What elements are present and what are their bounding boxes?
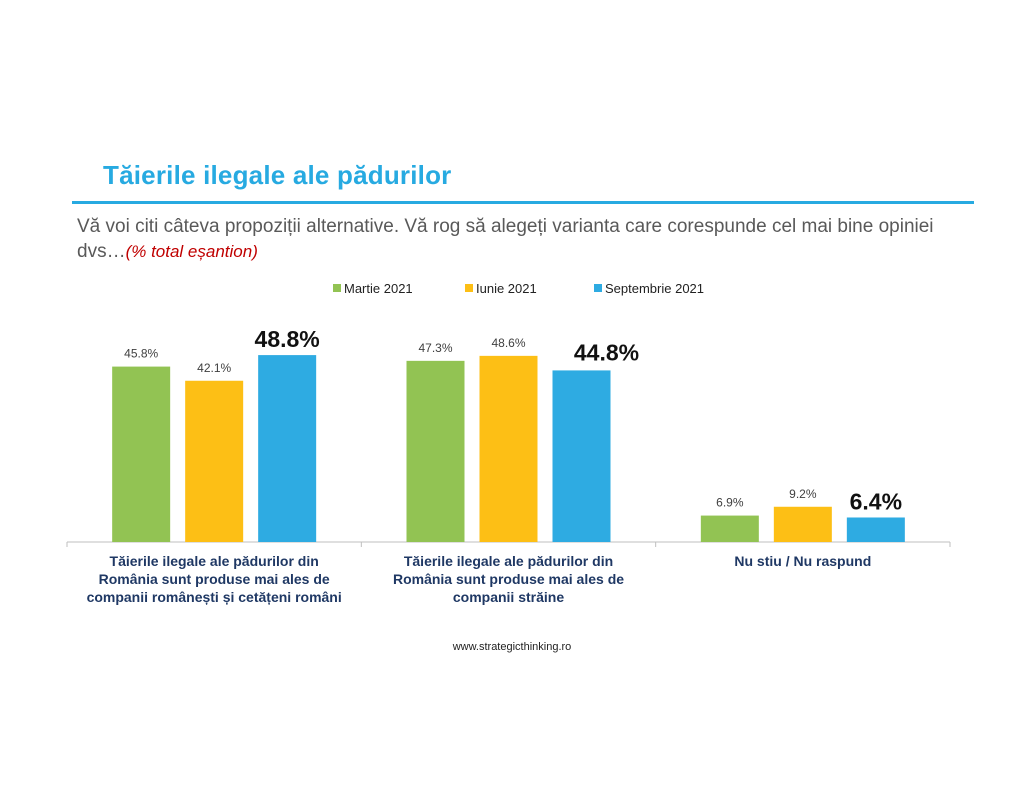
bar [185, 380, 244, 542]
bar [406, 360, 465, 542]
data-label: 44.8% [574, 339, 639, 365]
category-label-line: companii străine [453, 589, 564, 605]
category-label-line: Nu stiu / Nu raspund [734, 553, 871, 569]
bar [700, 515, 759, 542]
legend-label-2: Iunie 2021 [476, 281, 537, 296]
bar [479, 355, 538, 542]
page-title: Tăierile ilegale ale pădurilor [103, 160, 452, 190]
question-text: Vă voi citi câteva propoziții alternativ… [77, 214, 957, 264]
category-label-line: România sunt produse mai ales de [99, 571, 330, 587]
legend-swatch-1 [333, 284, 341, 292]
question-body: Vă voi citi câteva propoziții alternativ… [77, 216, 934, 262]
data-label: 6.9% [716, 496, 744, 510]
bar [552, 370, 611, 542]
category-label: Tăierile ilegale ale pădurilor din Români… [393, 553, 624, 605]
legend-swatch-3 [594, 284, 602, 292]
footer-website: www.strategicthinking.ro [452, 641, 572, 653]
data-label: 6.4% [850, 488, 902, 514]
category-label: Nu stiu / Nu raspund [734, 553, 871, 569]
data-label: 45.8% [124, 347, 158, 361]
category-label: Tăierile ilegale ale pădurilor din Români… [87, 553, 342, 605]
legend-label-3: Septembrie 2021 [605, 281, 704, 296]
data-label: 9.2% [789, 487, 817, 501]
data-label: 42.1% [197, 361, 231, 375]
bar [112, 366, 171, 542]
data-label: 47.3% [418, 341, 452, 355]
category-label-line: Tăierile ilegale ale pădurilor din [110, 553, 319, 569]
category-label-line: companii românești și cetățeni români [87, 589, 342, 605]
category-label-line: România sunt produse mai ales de [393, 571, 624, 587]
bar [846, 517, 905, 542]
bar [258, 355, 317, 542]
title-divider [72, 201, 974, 204]
legend-label-1: Martie 2021 [344, 281, 413, 296]
data-label: 48.8% [255, 326, 320, 352]
legend-swatch-2 [465, 284, 473, 292]
bar [773, 506, 832, 542]
data-label: 48.6% [491, 336, 525, 350]
question-note: (% total eșantion) [125, 242, 258, 261]
category-label-line: Tăierile ilegale ale pădurilor din [404, 553, 613, 569]
